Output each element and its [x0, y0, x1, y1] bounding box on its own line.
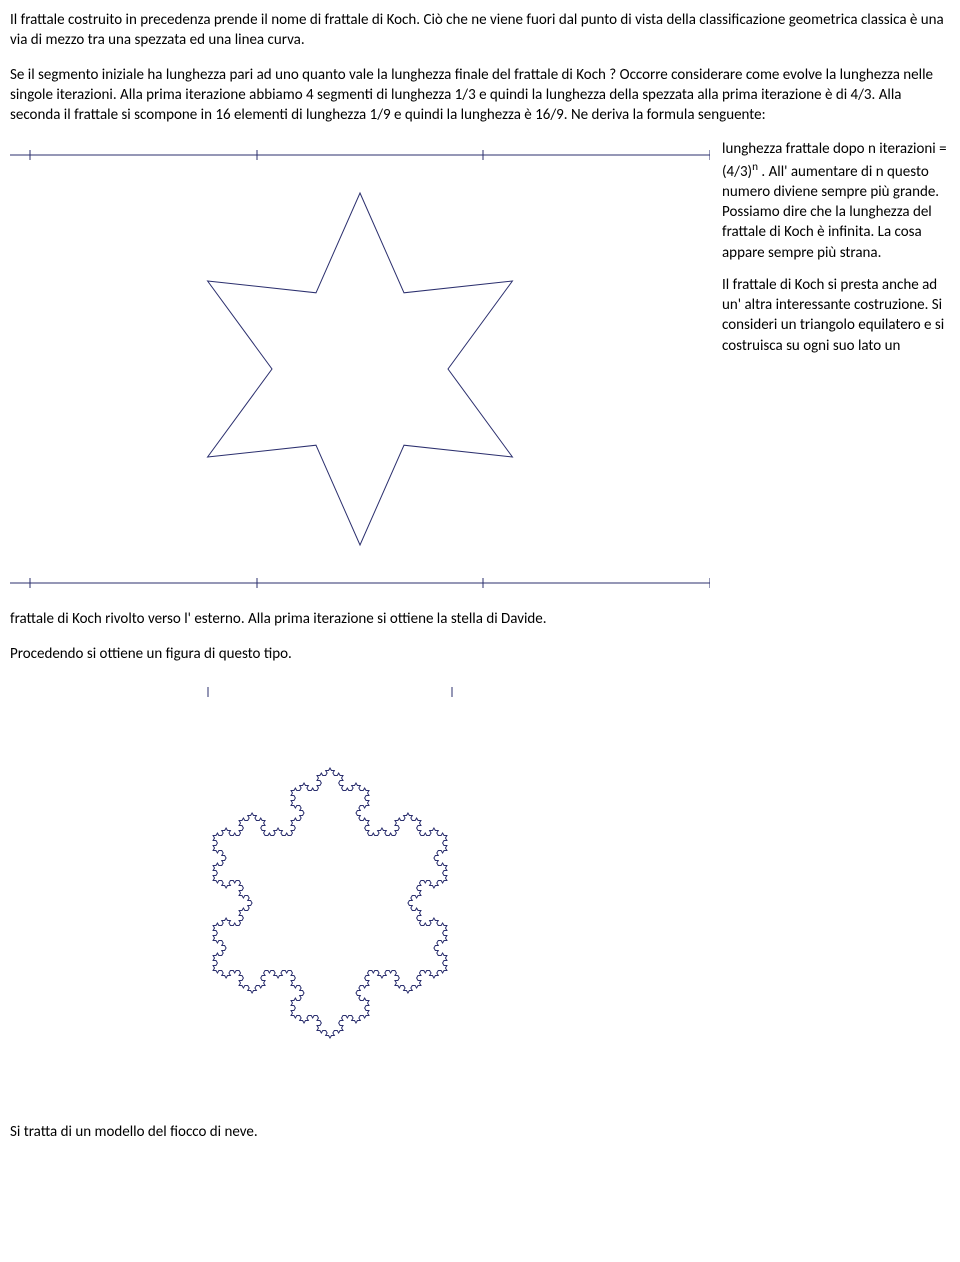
paragraph-4: Procedendo si ottiene un figura di quest… — [10, 644, 950, 664]
aside-paragraph-1: lunghezza frattale dopo n iterazioni = (… — [722, 139, 950, 263]
star-figure — [10, 139, 710, 599]
paragraph-2: Se il segmento iniziale ha lunghezza par… — [10, 65, 950, 126]
paragraph-1: Il frattale costruito in precedenza pren… — [10, 10, 950, 51]
paragraph-5: Si tratta di un modello del fiocco di ne… — [10, 1122, 950, 1142]
aside1-post: . All' aumentare di n questo numero divi… — [722, 163, 939, 262]
paragraph-3: frattale di Koch rivolto verso l' estern… — [10, 609, 950, 629]
snowflake-figure — [90, 678, 950, 1098]
aside-paragraph-2: Il frattale di Koch si presta anche ad u… — [722, 275, 950, 356]
